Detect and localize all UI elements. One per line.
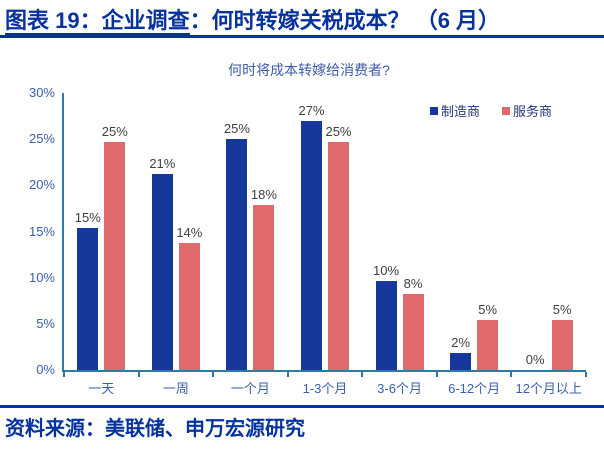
- bar-value-label: 21%: [149, 156, 176, 172]
- y-axis-label: 25%: [28, 130, 55, 146]
- x-axis-label: 6-12个月: [448, 381, 501, 396]
- plot-area: 0% 5% 10% 15% 20% 25% 30% 15% 25% 一天 21% 14% 一周 25% 18…: [29, 85, 587, 396]
- x-axis-tick: [361, 372, 364, 377]
- bar-group: 27% 25%: [288, 93, 363, 370]
- bar-value-label: 15%: [74, 209, 101, 225]
- bar-value-label: 10%: [373, 263, 400, 279]
- bar-服务商: 14%: [176, 225, 202, 370]
- y-axis-label: 20%: [28, 177, 55, 193]
- bar-制造商: 25%: [224, 121, 250, 370]
- bar-group: 25% 18%: [213, 93, 288, 370]
- bar-服务商: 8%: [402, 276, 424, 370]
- source-note: 资料来源：美联储、申万宏源研究: [5, 418, 305, 440]
- x-axis-label: 一周: [162, 381, 189, 396]
- bar-value-label: 14%: [176, 224, 203, 240]
- bar-group: 21% 14%: [139, 93, 214, 370]
- bar-服务商: 5%: [477, 302, 499, 370]
- y-axis-label: 15%: [28, 223, 55, 239]
- bar-制造商: 15%: [75, 210, 101, 370]
- x-axis-tick: [63, 372, 65, 377]
- x-axis-tick: [510, 372, 513, 377]
- bar-value-label: 27%: [298, 102, 325, 118]
- y-axis-label: 0%: [36, 361, 55, 377]
- y-axis-label: 5%: [36, 315, 55, 331]
- x-axis-tick: [212, 372, 215, 377]
- figure-title-label: 图表 19：企业调查: [5, 8, 190, 35]
- chart-subtitle: 何时将成本转嫁给消费者?: [228, 62, 390, 78]
- bar-value-label: 0%: [525, 352, 545, 367]
- title-divider: [0, 35, 604, 38]
- x-axis-label: 3-6个月: [377, 381, 422, 396]
- bar-服务商: 5%: [551, 302, 573, 370]
- bar-value-label: 2%: [451, 334, 471, 350]
- figure-title: 图表 19：企业调查：何时转嫁关税成本？ （6 月）: [5, 3, 500, 35]
- bar-value-label: 25%: [101, 123, 128, 139]
- x-axis-label: 12个月以上: [515, 381, 582, 396]
- bar-服务商: 18%: [251, 187, 277, 370]
- bar-制造商: 27%: [298, 103, 325, 370]
- legend-marker-icon: [502, 106, 511, 115]
- figure-title-text: ：何时转嫁关税成本？ （6 月）: [189, 8, 501, 33]
- x-axis-label: 1-3个月: [302, 381, 348, 396]
- bar-制造商: 2%: [450, 335, 472, 370]
- x-axis-label: 一个月: [230, 381, 270, 396]
- bar-服务商: 25%: [325, 124, 352, 370]
- x-axis-tick: [435, 372, 438, 377]
- legend-label: 制造商: [441, 104, 481, 119]
- chart-legend: 制造商 服务商: [430, 101, 552, 120]
- bar-group: 0% 5%: [511, 93, 586, 370]
- legend-label: 服务商: [513, 104, 553, 119]
- legend-item: 制造商: [430, 101, 480, 120]
- bar-value-label: 5%: [478, 302, 498, 318]
- legend-item: 服务商: [502, 101, 552, 120]
- y-axis-label: 30%: [28, 84, 55, 100]
- footer-divider: [0, 405, 604, 408]
- bar-制造商: 21%: [149, 156, 175, 370]
- bar-value-label: 18%: [250, 186, 277, 202]
- x-axis-tick: [286, 372, 289, 377]
- bar-group: 15% 25%: [64, 93, 139, 370]
- x-axis-label: 一天: [88, 381, 115, 396]
- bar-value-label: 5%: [552, 302, 572, 318]
- bar-value-label: 25%: [223, 121, 250, 137]
- y-axis-label: 10%: [28, 269, 55, 285]
- bar-value-label: 8%: [403, 276, 423, 292]
- bar-服务商: 25%: [102, 124, 128, 370]
- bar-group: 10% 8%: [362, 93, 437, 370]
- bar-value-label: 25%: [325, 123, 352, 139]
- bar-制造商: 10%: [373, 263, 399, 370]
- bar-group: 2% 5%: [437, 93, 512, 370]
- legend-marker-icon: [430, 106, 438, 115]
- x-axis-tick: [585, 372, 587, 377]
- x-axis-tick: [137, 372, 140, 377]
